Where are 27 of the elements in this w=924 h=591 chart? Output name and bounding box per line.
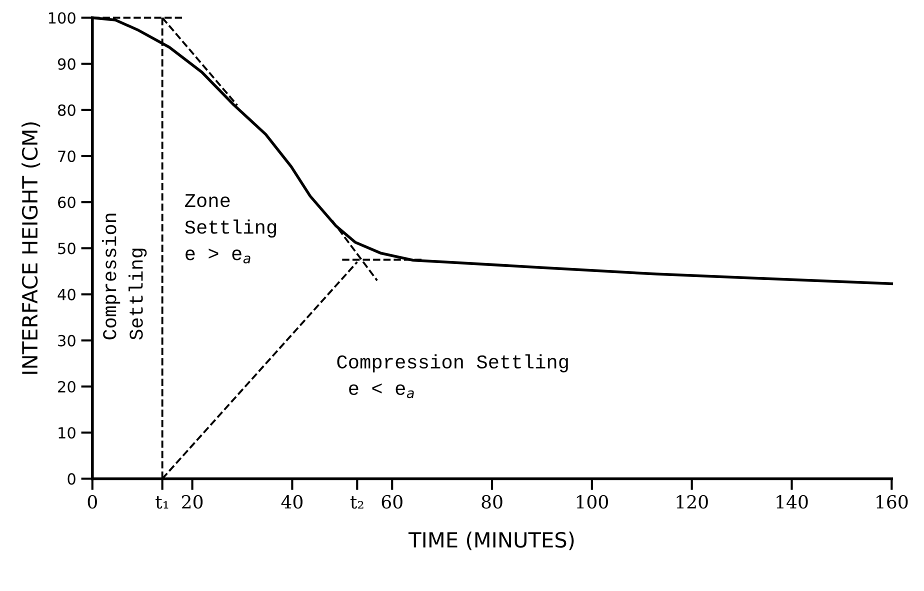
y-axis-title: INTERFACE HEIGHT (CM) [22,122,40,374]
x-tick-label: 40 [281,495,303,509]
x-tick-label: 100 [576,495,608,509]
x-tick-label: 0 [88,495,97,509]
y-tick-label: 70 [58,150,76,162]
y-tick-label: 40 [58,288,76,300]
x-tick-label: t₂ [350,496,364,509]
x-tick-label: t₁ [156,496,168,509]
y-tick-label: 80 [58,104,76,116]
annotation: Compression Settling e < e$_{a}$ [337,354,568,398]
y-tick-label: 20 [58,380,76,393]
y-tick-label: 90 [58,58,76,70]
x-tick-label: 160 [876,495,908,509]
x-tick-label: 120 [676,495,708,509]
annotation: Compression Settling [102,214,147,340]
y-tick-label: 10 [58,427,76,439]
y-tick-label: 0 [68,473,76,485]
annotation: Zone Settling e > e$_{a}$ [185,194,276,264]
y-tick-label: 50 [58,242,76,254]
y-tick-label: 100 [48,12,76,24]
y-tick-label: 60 [58,196,76,208]
x-tick-label: 20 [182,495,203,509]
x-tick-label: 60 [382,495,402,509]
y-tick-label: 30 [58,334,76,346]
x-tick-label: 140 [776,495,808,509]
x-tick-label: 80 [482,495,502,509]
x-axis-title: TIME (MINUTES) [408,532,574,550]
